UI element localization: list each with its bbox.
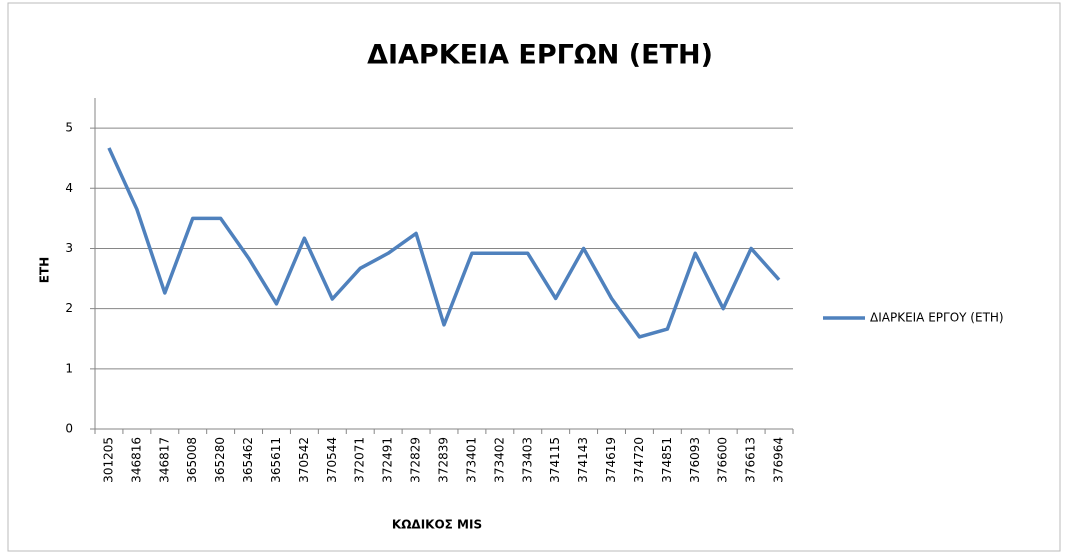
y-axis-label: ΕΤΗ bbox=[38, 257, 52, 283]
x-tick-label: 374115 bbox=[548, 437, 562, 483]
x-tick-label: 376964 bbox=[772, 437, 786, 483]
x-tick-label: 372071 bbox=[353, 437, 367, 483]
x-tick-label: 301205 bbox=[101, 437, 115, 483]
x-tick-label: 372839 bbox=[437, 437, 451, 483]
x-tick-label: 376093 bbox=[688, 437, 702, 483]
x-tick-label: 373403 bbox=[520, 437, 534, 483]
y-tick-label: 1 bbox=[65, 361, 73, 375]
x-tick-label: 346817 bbox=[157, 437, 171, 483]
x-tick-label: 373401 bbox=[464, 437, 478, 483]
x-tick-label: 374143 bbox=[576, 437, 590, 483]
legend-label: ΔΙΑΡΚΕΙΑ ΕΡΓΟΥ (ΕΤΗ) bbox=[870, 311, 1004, 325]
x-tick-label: 373402 bbox=[492, 437, 506, 483]
x-tick-label: 365008 bbox=[185, 437, 199, 483]
x-tick-label: 370544 bbox=[325, 437, 339, 483]
x-tick-label: 370542 bbox=[297, 437, 311, 483]
x-tick-label: 346816 bbox=[129, 437, 143, 483]
x-tick-label: 372829 bbox=[409, 437, 423, 483]
x-tick-label: 376613 bbox=[744, 437, 758, 483]
x-tick-label: 374851 bbox=[660, 437, 674, 483]
x-tick-label: 365611 bbox=[269, 437, 283, 483]
y-tick-label: 5 bbox=[65, 121, 73, 135]
chart-title: ΔΙΑΡΚΕΙΑ ΕΡΓΩΝ (ΕΤΗ) bbox=[367, 40, 713, 71]
chart-border bbox=[7, 2, 1061, 552]
x-tick-label: 365462 bbox=[241, 437, 255, 483]
y-tick-label: 4 bbox=[65, 181, 73, 195]
x-tick-label: 374720 bbox=[632, 437, 646, 483]
x-tick-label: 374619 bbox=[604, 437, 618, 483]
x-tick-label: 372491 bbox=[381, 437, 395, 483]
y-tick-label: 0 bbox=[65, 422, 73, 436]
x-axis-label: ΚΩΔΙΚΟΣ MIS bbox=[392, 518, 482, 532]
data-line bbox=[107, 147, 781, 339]
x-tick-label: 365280 bbox=[213, 437, 227, 483]
y-tick-label: 2 bbox=[65, 301, 73, 315]
x-tick-label: 376600 bbox=[716, 437, 730, 483]
y-tick-label: 3 bbox=[65, 241, 73, 255]
